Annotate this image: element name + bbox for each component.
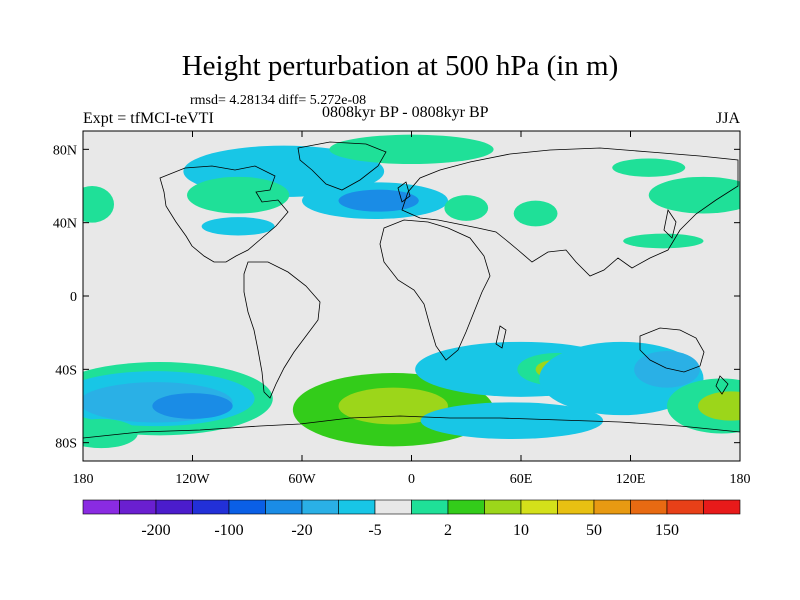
colorbar-bin-6 [301,499,339,515]
coast-antarctica [83,415,740,439]
colorbar-bin-4 [228,499,266,515]
anomaly-region-15 [152,393,233,419]
anomaly-fields [83,134,740,449]
lon-label-5: 120E [616,472,646,487]
anomaly-region-9 [648,176,740,214]
colorbar-bin-7 [338,499,376,515]
anomaly-region-10 [612,158,686,177]
coast-australia [639,327,705,373]
anomaly-region-8 [513,200,558,227]
colorbar-bin-12 [520,499,558,515]
lat-label-1: 40N [53,217,77,232]
coast-south-america [243,261,321,399]
lat-label-3: 40S [55,363,77,378]
coast-japan [663,208,677,239]
colorbar-bin-3 [192,499,230,515]
colorbar-bin-10 [447,499,485,515]
coast-africa [379,219,491,361]
colorbar-label-6: 50 [586,522,602,539]
coast-north-america [159,165,289,263]
plot-title: Height perturbation at 500 hPa (in m) [181,50,619,82]
lat-label-2: 0 [70,290,77,305]
coastlines [83,141,740,439]
colorbar-label-7: 150 [655,522,679,539]
lon-label-4: 60E [510,472,533,487]
anomaly-region-4 [187,176,290,214]
lon-label-1: 120W [175,472,210,487]
colorbar-label-0: -200 [141,522,170,539]
coast-uk [397,181,411,203]
anomaly-region-26 [83,418,138,449]
anomaly-region-3 [338,189,419,212]
anomaly-region-17 [338,387,448,425]
lat-label-4: 80S [55,437,77,452]
lon-label-2: 60W [288,472,316,487]
lon-label-3: 0 [408,472,415,487]
experiment-label: Expt = tfMCI-teVTI [83,110,214,127]
colorbar-bin-15 [630,499,668,515]
coast-eurasia [401,147,739,277]
colorbar-label-3: -5 [368,522,381,539]
colorbar-bin-2 [155,499,193,515]
colorbar-bin-17 [703,499,741,515]
axis-ticks [82,131,741,461]
colorbar-label-1: -100 [214,522,243,539]
colorbar-bin-13 [557,499,595,515]
coast-greenland [297,141,387,191]
colorbar-bin-14 [593,499,631,515]
coast-madagascar [495,325,507,349]
axis-labels: 80N 40N 0 40S 80S 180 120W 60W 0 60E 120E 180 [53,143,751,487]
anomaly-region-25 [420,402,604,439]
stats-label: rmsd= 4.28134 diff= 5.272e-08 [190,93,367,108]
anomaly-region-7 [444,195,489,221]
colorbar-bin-0 [82,499,120,515]
colorbar-bin-5 [265,499,303,515]
colorbar: -200 -100 -20 -5 2 10 50 150 [82,499,741,539]
lon-label-6: 180 [730,472,751,487]
season-label: JJA [716,110,741,127]
colorbar-label-2: -20 [291,522,312,539]
colorbar-label-4: 2 [444,522,452,539]
lon-label-0: 180 [73,472,94,487]
coast-new-zealand [715,375,729,395]
colorbar-bin-16 [666,499,704,515]
anomaly-region-11 [623,233,704,249]
anomaly-region-5 [83,186,115,223]
period-label: 0808kyr BP - 0808kyr BP [322,104,489,121]
colorbar-bin-11 [484,499,522,515]
anomaly-region-6 [201,217,275,236]
anomaly-region-24 [698,391,740,421]
colorbar-bin-1 [119,499,157,515]
anomaly-region-1 [329,134,494,164]
colorbar-label-5: 10 [513,522,529,539]
colorbar-bin-9 [411,499,449,515]
colorbar-bin-8 [374,499,412,515]
lat-label-0: 80N [53,143,77,158]
